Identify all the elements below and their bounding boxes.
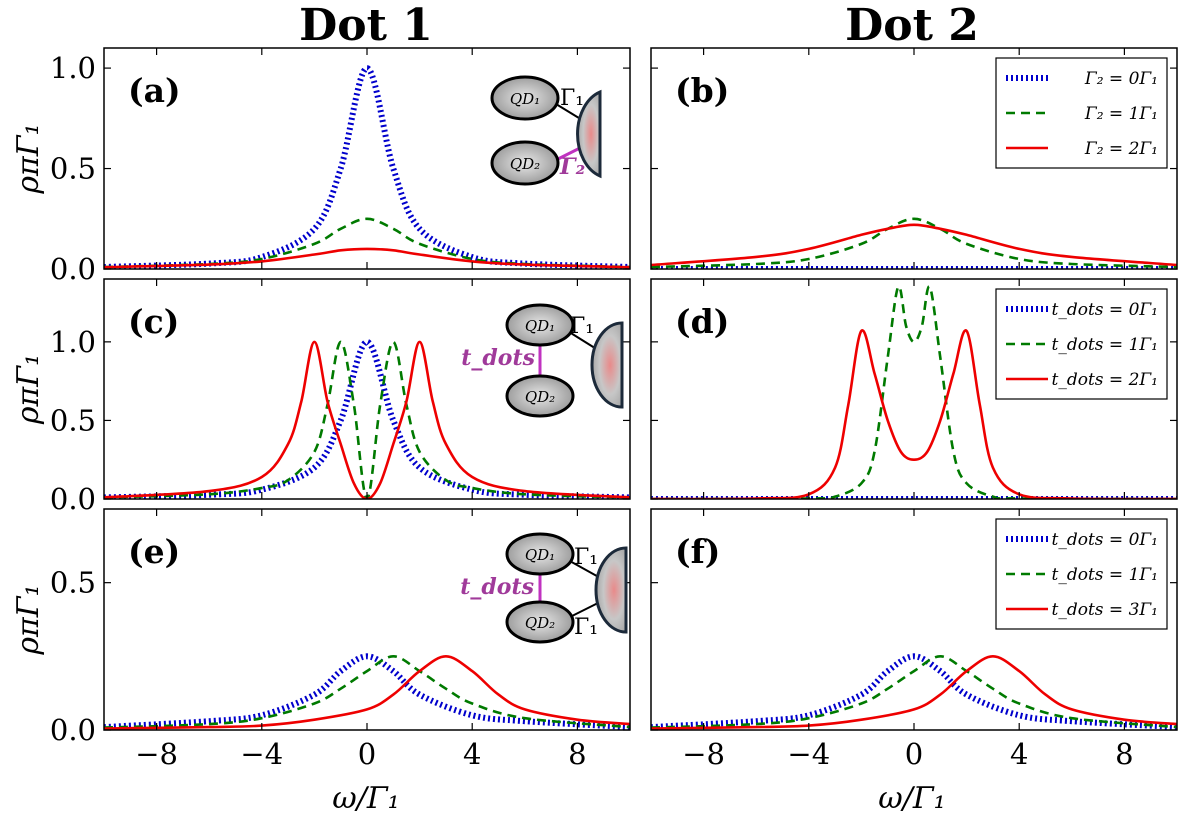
series-line-blue — [104, 653, 630, 730]
series-line-red — [104, 340, 630, 499]
legend: Γ₂ = 0Γ₁ Γ₂ = 1Γ₁ Γ₂ = 2Γ₁ — [995, 57, 1168, 169]
x-tick-label: 0 — [905, 737, 923, 771]
panel-label: (b) — [675, 71, 729, 110]
qd2-label: QD₂ — [525, 388, 555, 406]
panel-d: (d) t_dots = 0Γ₁ t_dots = 1Γ₁ t_dots = 2Γ₁ — [650, 278, 1178, 500]
panel-label: (f) — [675, 532, 720, 571]
y-tick-label: 0.5 — [50, 152, 96, 186]
series-line-blue — [104, 338, 630, 499]
inset-diagram-a: QD₁ QD₂ Γ₁ Γ₂ — [490, 75, 602, 186]
panel-a: 0.0 0.5 1.0 ρπΓ₁ (a) — [11, 47, 631, 286]
panel-label: (d) — [675, 302, 729, 341]
legend-entry: t_dots = 0Γ₁ — [1052, 300, 1158, 320]
x-tick-label: 0 — [358, 737, 376, 771]
legend: t_dots = 0Γ₁ t_dots = 1Γ₁ t_dots = 3Γ₁ — [995, 518, 1168, 630]
series-line-red — [651, 223, 1177, 267]
qd1-label: QD₁ — [525, 546, 555, 564]
y-tick-label: 0.5 — [50, 403, 96, 437]
y-tick-label: 1.0 — [50, 51, 96, 85]
gamma1-label: Γ₁ — [560, 86, 584, 111]
quantum-dot-1-icon — [505, 532, 575, 576]
gamma2-label: Γ₂ — [559, 154, 585, 180]
x-axis-label-left: ω/Γ₁ — [332, 781, 399, 816]
legend-entry: t_dots = 2Γ₁ — [1052, 370, 1158, 390]
column-title-dot-2: Dot 2 — [845, 0, 979, 51]
x-tick-label: −8 — [135, 737, 178, 771]
t-dots-label: t_dots — [460, 574, 534, 600]
x-tick-label: −8 — [682, 737, 725, 771]
legend-entry: t_dots = 3Γ₁ — [1052, 600, 1158, 620]
gamma1-label-bottom: Γ₁ — [574, 615, 598, 640]
legend-entry: t_dots = 0Γ₁ — [1052, 530, 1158, 550]
series-line-red — [651, 654, 1177, 730]
series-line-red — [104, 247, 630, 269]
panel-label: (e) — [128, 532, 180, 571]
quantum-dot-2-icon — [505, 374, 575, 418]
t-dots-label: t_dots — [461, 345, 535, 371]
x-tick-label: 4 — [1010, 737, 1028, 771]
y-axis-label: ρπΓ₁ — [11, 354, 46, 425]
panel-b: (b) Γ₂ = 0Γ₁ Γ₂ = 1Γ₁ Γ₂ = 2Γ₁ — [650, 47, 1178, 270]
legend-entry: t_dots = 1Γ₁ — [1052, 565, 1158, 585]
series-line-red — [104, 654, 630, 730]
column-title-dot-1: Dot 1 — [299, 0, 433, 51]
series-line-red — [651, 329, 1177, 499]
inset-diagram-e: QD₁ QD₂ Γ₁ Γ₁ t_dots — [460, 532, 628, 644]
y-tick-label: 0.0 — [50, 713, 96, 747]
x-tick-label: 8 — [568, 737, 586, 771]
x-tick-label: 8 — [1115, 737, 1133, 771]
y-tick-label: 0.0 — [50, 252, 96, 286]
legend: t_dots = 0Γ₁ t_dots = 1Γ₁ t_dots = 2Γ₁ — [995, 288, 1168, 400]
qd2-label: QD₂ — [525, 614, 555, 632]
panel-label: (c) — [128, 302, 179, 341]
y-axis-label: ρπΓ₁ — [11, 584, 46, 655]
quantum-dot-2-icon — [490, 140, 560, 186]
x-axis-label-right: ω/Γ₁ — [878, 781, 945, 816]
quantum-dot-1-icon — [490, 75, 560, 121]
x-tick-label: −4 — [240, 737, 283, 771]
qd2-label: QD₂ — [510, 155, 540, 173]
legend-entry: Γ₂ = 0Γ₁ — [1084, 69, 1158, 89]
y-tick-label: 0.5 — [50, 566, 96, 600]
lead-icon — [594, 546, 628, 634]
series-line-green — [104, 654, 630, 729]
qd1-label: QD₁ — [510, 90, 540, 108]
quantum-dot-1-icon — [505, 303, 575, 347]
lead-icon — [576, 89, 602, 179]
legend-entry: Γ₂ = 2Γ₁ — [1084, 139, 1158, 159]
y-tick-label: 1.0 — [50, 325, 96, 359]
inset-diagram-c: QD₁ QD₂ Γ₁ t_dots — [461, 303, 624, 418]
series-line-green — [651, 654, 1177, 729]
qd1-label: QD₁ — [525, 317, 555, 335]
legend-entry: Γ₂ = 1Γ₁ — [1084, 104, 1158, 124]
series-line-green — [104, 217, 630, 269]
legend-entry: t_dots = 1Γ₁ — [1052, 335, 1158, 355]
series-line-green — [104, 340, 630, 499]
series-line-blue — [651, 653, 1177, 730]
y-tick-label: 0.0 — [50, 482, 96, 516]
y-axis-label: ρπΓ₁ — [11, 123, 46, 194]
gamma1-label: Γ₁ — [570, 314, 594, 339]
quantum-dot-2-icon — [505, 600, 575, 644]
series-line-green — [651, 285, 1177, 499]
gamma1-label-top: Γ₁ — [574, 545, 598, 570]
series-line-green — [651, 217, 1177, 269]
panel-label: (a) — [128, 71, 181, 110]
x-tick-label: 4 — [463, 737, 481, 771]
lead-icon — [590, 321, 624, 409]
x-tick-label: −4 — [787, 737, 830, 771]
